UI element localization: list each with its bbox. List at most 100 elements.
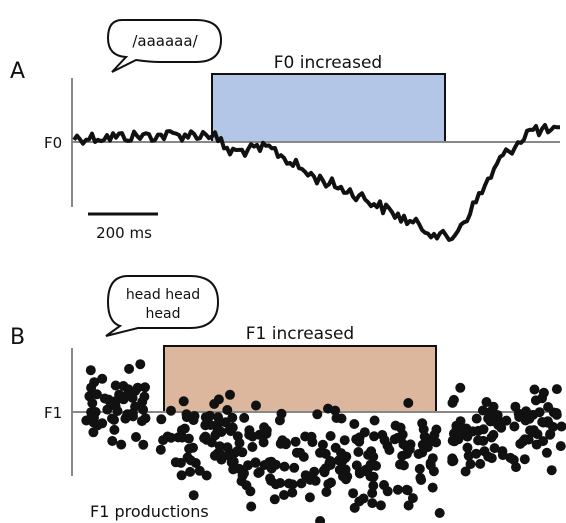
f1-production-point: [97, 373, 108, 384]
f1-production-point: [353, 447, 364, 457]
f1-production-point: [403, 398, 414, 408]
f1-production-point: [497, 450, 508, 461]
f1-production-point: [375, 500, 386, 511]
f1-production-point: [366, 446, 377, 457]
f1-production-point: [213, 394, 224, 405]
f1-production-point: [184, 443, 195, 454]
f1-perturbation-label: F1 increased: [246, 324, 354, 344]
f1-production-point: [309, 466, 320, 477]
f1-production-point: [205, 420, 216, 430]
f1-production-point: [247, 442, 258, 452]
f0-perturbation-box: [211, 73, 446, 143]
f1-production-point: [475, 458, 486, 469]
f1-production-point: [204, 410, 215, 421]
f1-production-point: [137, 396, 148, 407]
f1-production-point: [269, 494, 280, 505]
f1-production-point: [277, 435, 288, 446]
f1-production-point: [321, 487, 332, 497]
panel-b: B head head head F1 increased F1 F1 prod…: [10, 275, 566, 523]
f1-production-point: [214, 441, 225, 452]
f1-production-point: [140, 382, 150, 393]
f1-production-point: [338, 471, 348, 482]
f1-production-point: [505, 452, 516, 463]
speech-bubble-b: head head head: [105, 275, 220, 337]
f1-production-point: [365, 471, 376, 482]
f1-production-point: [331, 413, 342, 423]
f1-productions-label: F1 productions: [90, 502, 209, 521]
speech-bubble-b-line-2: head: [146, 306, 181, 322]
f1-production-point: [427, 453, 438, 464]
f1-production-point: [367, 488, 378, 499]
f1-production-point: [395, 433, 406, 444]
f1-production-point: [525, 425, 536, 436]
f1-production-point: [189, 411, 200, 421]
f1-production-point: [138, 404, 149, 415]
f1-production-point: [131, 432, 141, 442]
f1-production-point: [463, 450, 474, 461]
f1-production-point: [124, 363, 135, 374]
f1-production-point: [354, 468, 365, 479]
f1-production-point: [521, 406, 531, 417]
f1-production-point: [110, 380, 121, 391]
f1-production-point: [543, 402, 554, 412]
f1-production-point: [312, 409, 323, 420]
f1-production-point: [369, 415, 380, 426]
f1-production-point: [201, 470, 212, 481]
f1-production-point: [209, 450, 220, 461]
f1-production-point: [315, 516, 326, 523]
f1-production-point: [349, 419, 360, 429]
f1-production-point: [92, 420, 103, 431]
f1-production-point: [416, 475, 427, 485]
f1-production-point: [431, 437, 442, 448]
f1-production-point: [246, 501, 257, 512]
f1-production-point: [241, 480, 252, 491]
f1-production-point: [369, 431, 380, 442]
f1-production-point: [183, 433, 194, 444]
f1-production-point: [116, 439, 127, 450]
f1-production-point: [368, 480, 379, 491]
f1-production-point: [407, 493, 418, 504]
f1-production-point: [397, 450, 408, 461]
f1-production-point: [258, 437, 269, 448]
f1-production-point: [105, 397, 116, 407]
f1-production-point: [330, 405, 341, 416]
f1-production-point: [414, 463, 425, 474]
f1-production-point: [232, 446, 243, 457]
f1-production-point: [471, 413, 482, 424]
f1-production-point: [462, 442, 473, 453]
f1-production-point: [188, 490, 199, 501]
f1-production-point: [447, 456, 458, 467]
speech-bubble-a-text: /aaaaaa/: [132, 32, 198, 50]
f1-production-point: [524, 413, 535, 424]
f1-production-point: [473, 435, 484, 446]
f0-perturbation-label: F0 increased: [274, 53, 382, 73]
f1-production-point: [185, 455, 196, 466]
f1-production-point: [555, 441, 566, 452]
f1-production-point: [175, 457, 186, 468]
f1-production-point: [532, 429, 543, 440]
f1-production-point: [253, 468, 264, 478]
f1-production-point: [199, 433, 210, 444]
f1-production-point: [227, 412, 238, 423]
f1-production-point: [403, 500, 414, 511]
f1-production-point: [447, 397, 458, 408]
f1-production-point: [514, 412, 525, 422]
f1-production-point: [462, 431, 473, 442]
f1-production-point: [122, 409, 133, 420]
f1-production-point: [307, 437, 318, 448]
f1-production-point: [251, 400, 261, 411]
f1-production-point: [234, 438, 245, 448]
f1-production-point: [270, 459, 281, 470]
f1-production-point: [488, 401, 499, 412]
f1-production-point: [304, 492, 315, 503]
f1-production-point: [290, 436, 301, 447]
f1-production-point: [487, 416, 498, 427]
f1-production-point: [486, 453, 497, 464]
f1-production-point: [339, 435, 350, 446]
f1-production-point: [166, 432, 176, 443]
f1-production-point: [222, 442, 233, 453]
f1-production-point: [243, 460, 253, 471]
f1-production-point: [486, 432, 497, 443]
f1-production-point: [354, 436, 365, 447]
f1-production-point: [295, 447, 306, 458]
